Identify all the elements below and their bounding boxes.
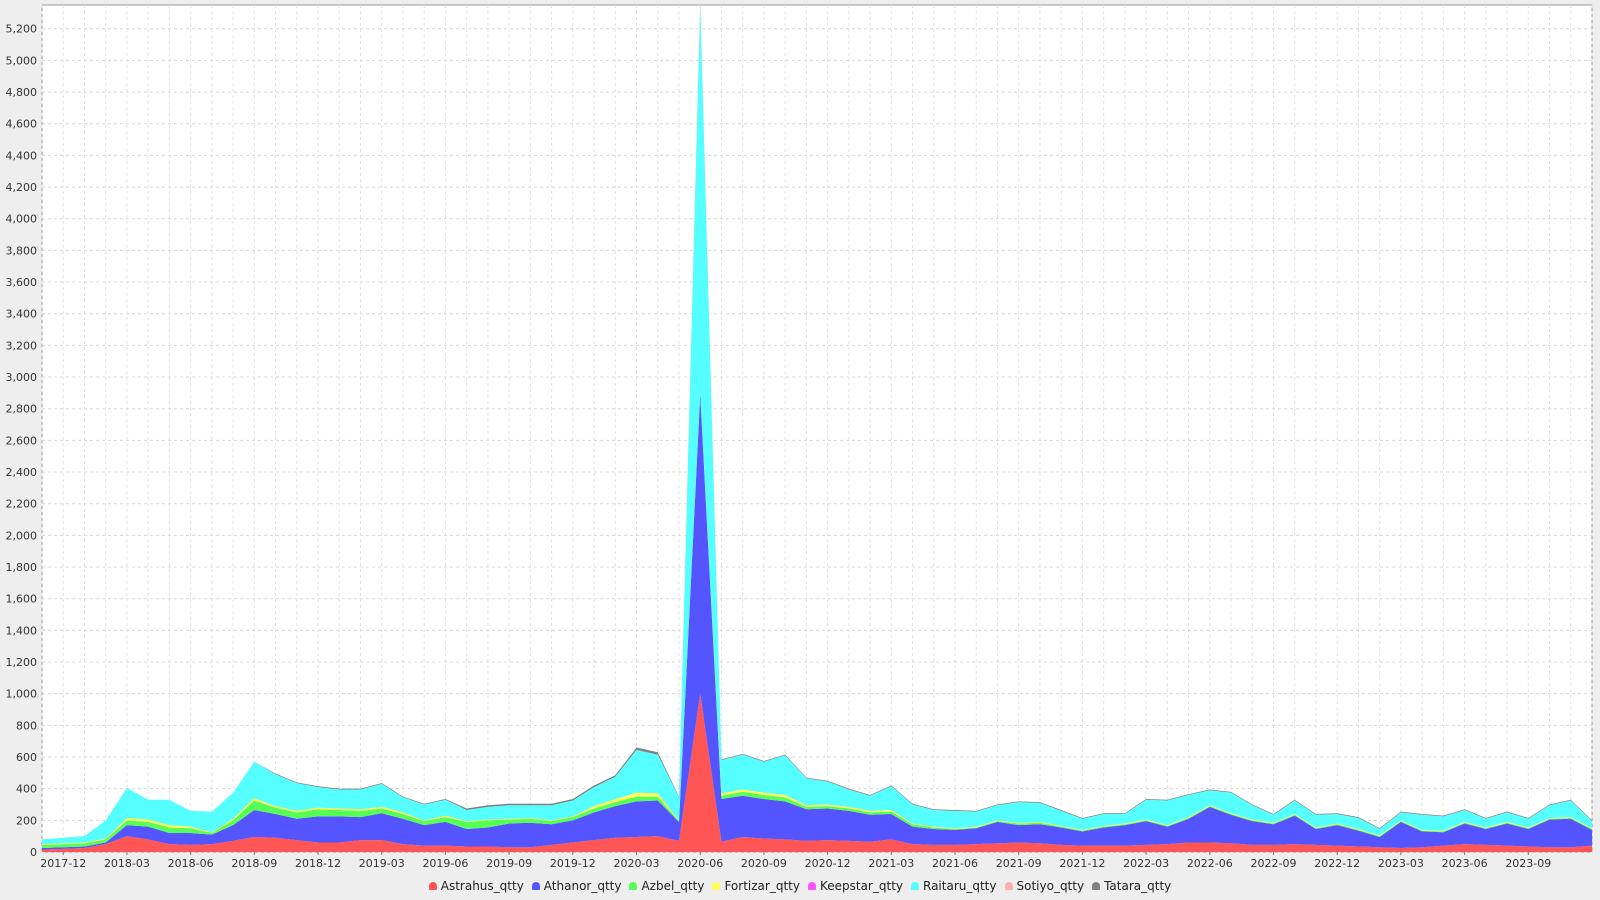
legend-item-azbel-qtty: Azbel_qtty	[629, 879, 704, 893]
legend-label: Astrahus_qtty	[440, 879, 524, 893]
y-tick-label: 5,000	[6, 54, 38, 67]
y-tick-label: 2,600	[6, 434, 38, 447]
legend-item-athanor-qtty: Athanor_qtty	[531, 879, 622, 893]
x-tick-label: 2022-06	[1187, 857, 1233, 870]
legend-item-fortizar-qtty: Fortizar_qtty	[712, 879, 800, 893]
x-tick-label: 2022-09	[1251, 857, 1297, 870]
y-tick-label: 1,400	[6, 624, 38, 637]
legend-label: Tatara_qtty	[1104, 879, 1172, 893]
x-tick-label: 2018-12	[295, 857, 341, 870]
x-tick-label: 2019-03	[359, 857, 405, 870]
y-tick-label: 3,800	[6, 244, 38, 257]
legend-swatch	[428, 882, 437, 890]
y-tick-label: 4,600	[6, 118, 38, 131]
legend-swatch	[712, 882, 721, 890]
legend-item-astrahus-qtty: Astrahus_qtty	[428, 879, 524, 893]
y-tick-label: 4,400	[6, 149, 38, 162]
axis-layer: 0 200 400 600 800 1,000 1,200 1,400 1,600 1,800 2,…	[6, 23, 1552, 870]
x-tick-label: 2018-06	[168, 857, 214, 870]
legend-swatch	[1004, 882, 1013, 890]
y-tick-label: 800	[16, 719, 37, 732]
legend-swatch	[629, 882, 638, 890]
y-tick-label: 600	[16, 751, 37, 764]
y-tick-label: 3,200	[6, 339, 38, 352]
legend-label: Raitaru_qtty	[923, 879, 997, 893]
x-tick-label: 2022-12	[1314, 857, 1360, 870]
x-tick-label: 2023-03	[1378, 857, 1424, 870]
y-tick-label: 2,200	[6, 498, 38, 511]
x-tick-label: 2018-09	[231, 857, 277, 870]
x-tick-label: 2020-06	[677, 857, 723, 870]
y-tick-label: 2,000	[6, 529, 38, 542]
y-tick-label: 1,800	[6, 561, 38, 574]
y-tick-label: 3,600	[6, 276, 38, 289]
x-tick-label: 2019-06	[422, 857, 468, 870]
y-tick-label: 1,200	[6, 656, 38, 669]
x-tick-label: 2020-03	[614, 857, 660, 870]
x-tick-label: 2021-09	[996, 857, 1042, 870]
legend-swatch	[911, 882, 919, 890]
x-tick-label: 2021-12	[1059, 857, 1105, 870]
legend-label: Fortizar_qtty	[724, 879, 800, 893]
x-tick-label: 2023-06	[1442, 857, 1488, 870]
y-tick-label: 200	[16, 814, 37, 827]
legend-swatch	[807, 882, 816, 890]
y-tick-label: 5,200	[6, 23, 38, 36]
legend-label: Athanor_qtty	[543, 879, 622, 893]
y-tick-label: 4,000	[6, 213, 38, 226]
legend-item-sotiyo-qtty: Sotiyo_qtty	[1004, 879, 1085, 893]
x-tick-label: 2022-03	[1123, 857, 1169, 870]
x-tick-label: 2019-12	[550, 857, 596, 870]
x-tick-label: 2020-09	[741, 857, 787, 870]
plot-background	[41, 4, 1593, 853]
legend-label: Azbel_qtty	[641, 879, 705, 893]
y-tick-label: 400	[16, 783, 37, 796]
y-tick-label: 2,400	[6, 466, 38, 479]
x-tick-label: 2020-12	[805, 857, 851, 870]
y-tick-label: 3,400	[6, 308, 38, 321]
y-tick-label: 1,600	[6, 593, 38, 606]
legend-label: Sotiyo_qtty	[1016, 879, 1085, 893]
legend-swatch	[531, 882, 540, 890]
x-tick-label: 2018-03	[104, 857, 150, 870]
y-tick-label: 0	[30, 846, 37, 859]
legend: Astrahus_qtty Athanor_qtty Azbel_qtty Forti…	[0, 876, 1600, 896]
x-tick-label: 2019-09	[486, 857, 532, 870]
legend-item-raitaru-qtty: Raitaru_qtty	[911, 879, 997, 893]
x-tick-label: 2017-12	[40, 857, 86, 870]
y-tick-label: 4,800	[6, 86, 38, 99]
legend-item-keepstar-qtty: Keepstar_qtty	[807, 879, 903, 893]
legend-item-tatara-qtty: Tatara_qtty	[1092, 879, 1171, 893]
legend-label: Keepstar_qtty	[819, 879, 903, 893]
y-tick-label: 1,000	[6, 688, 38, 701]
x-tick-label: 2023-09	[1505, 857, 1551, 870]
y-tick-label: 4,200	[6, 181, 38, 194]
y-tick-label: 3,000	[6, 371, 38, 384]
x-tick-label: 2021-06	[932, 857, 978, 870]
x-tick-label: 2021-03	[868, 857, 914, 870]
legend-swatch	[1092, 882, 1101, 890]
chart-svg: 0 200 400 600 800 1,000 1,200 1,400 1,600 1,800 2,…	[6, 4, 1593, 870]
y-tick-label: 2,800	[6, 403, 38, 416]
